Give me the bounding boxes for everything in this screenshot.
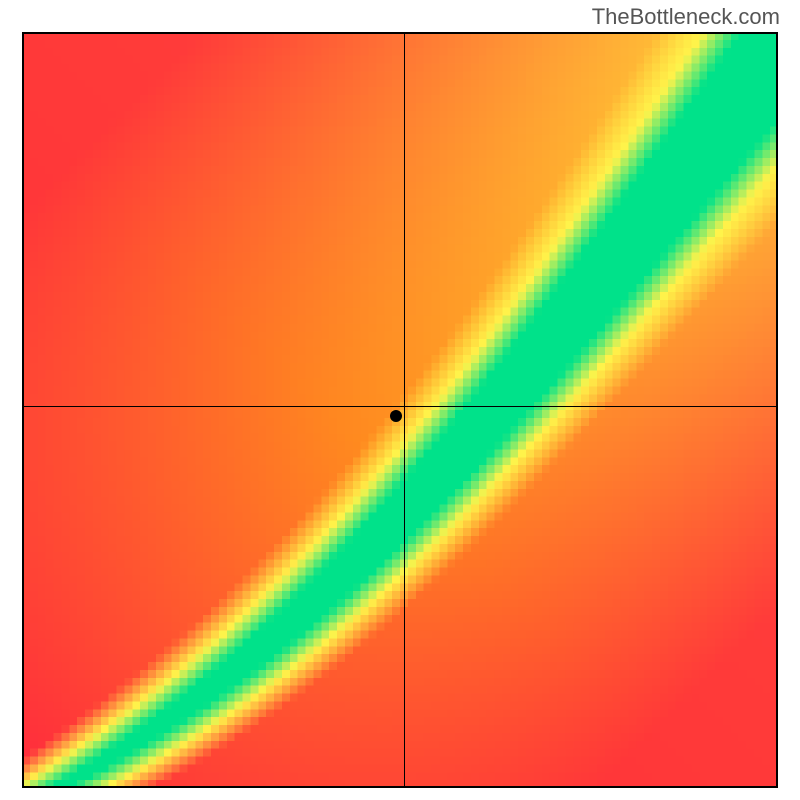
heatmap-canvas	[22, 32, 778, 788]
crosshair-vertical	[404, 32, 405, 788]
crosshair-horizontal	[22, 406, 778, 407]
chart-container: TheBottleneck.com	[0, 0, 800, 800]
plot-border	[22, 32, 778, 788]
watermark-text: TheBottleneck.com	[592, 4, 780, 30]
plot-area	[22, 32, 778, 788]
data-point-marker	[390, 410, 402, 422]
